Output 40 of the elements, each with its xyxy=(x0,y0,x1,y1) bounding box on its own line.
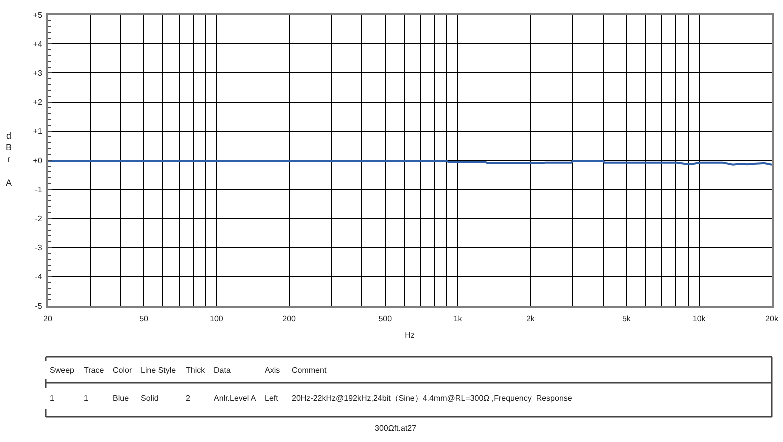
x-tick-label: 200 xyxy=(282,314,297,324)
text: Anlr.Level A xyxy=(214,394,257,403)
text: Solid xyxy=(141,394,159,403)
x-tick-label: 500 xyxy=(378,314,393,324)
text: Thick xyxy=(186,366,206,375)
text: Line Style xyxy=(141,366,177,375)
y-tick-label: -5 xyxy=(35,302,43,311)
text: Axis xyxy=(265,366,280,375)
y-tick-label: -3 xyxy=(35,244,43,253)
text: Sweep xyxy=(50,366,76,375)
x-tick-label: 2k xyxy=(526,314,536,324)
text: dBr A xyxy=(6,131,12,188)
x-tick-label: 20 xyxy=(44,314,53,324)
y-tick-label: -2 xyxy=(35,214,43,224)
text: 20Hz-22kHz@192kHz,24bit（Sine）4.4mm@RL=300Ω ,Frequency Response xyxy=(292,394,573,403)
text: Comment xyxy=(292,366,328,375)
y-tick-label: +1 xyxy=(33,127,43,136)
text: 1 xyxy=(50,394,55,403)
text: Left xyxy=(265,394,280,403)
text: 1 xyxy=(84,394,89,403)
text: Data xyxy=(214,366,232,375)
y-tick-label: +5 xyxy=(33,10,43,20)
text: 300Ωft.at27 xyxy=(375,424,418,433)
x-axis-title: Hz xyxy=(405,331,415,340)
text: Blue xyxy=(113,394,130,403)
y-tick-label: +2 xyxy=(33,98,43,108)
text: Color xyxy=(113,366,132,375)
text: Trace xyxy=(84,366,105,375)
y-tick-label: +3 xyxy=(33,69,43,78)
x-tick-label: 5k xyxy=(622,314,632,324)
y-tick-label: -1 xyxy=(35,185,43,194)
x-tick-label: 1k xyxy=(454,314,464,324)
text: 2 xyxy=(186,394,191,403)
y-tick-label: -4 xyxy=(35,272,43,282)
x-tick-label: 50 xyxy=(140,314,150,324)
x-tick-label: 10k xyxy=(692,314,707,324)
y-tick-label: +0 xyxy=(33,156,43,166)
x-tick-label: 100 xyxy=(210,314,224,324)
x-tick-label: 20k xyxy=(766,314,780,324)
y-tick-label: +4 xyxy=(33,40,43,49)
